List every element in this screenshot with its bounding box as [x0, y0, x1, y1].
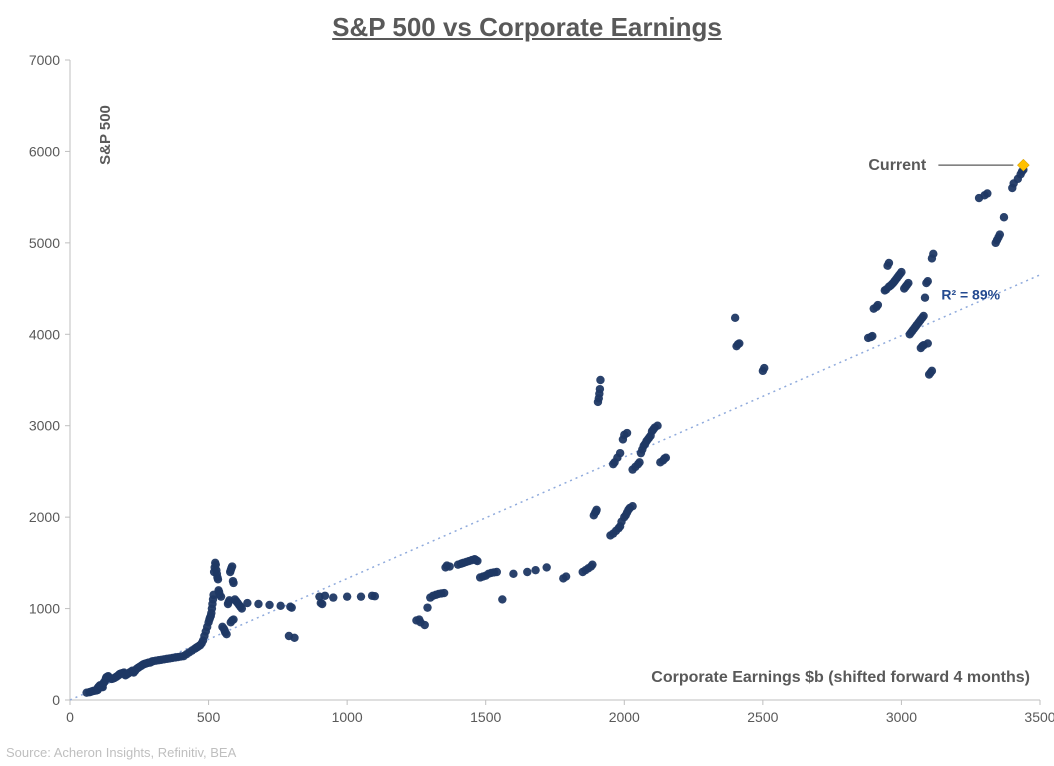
x-tick-label: 2500: [747, 709, 778, 725]
y-axis-label: S&P 500: [97, 105, 114, 165]
current-label: Current: [868, 157, 926, 174]
data-point: [924, 339, 932, 347]
data-point: [254, 600, 262, 608]
data-point: [996, 230, 1004, 238]
y-tick-label: 6000: [29, 143, 60, 159]
data-point: [493, 568, 501, 576]
data-point: [214, 575, 222, 583]
data-point: [288, 603, 296, 611]
data-point: [868, 332, 876, 340]
data-point: [628, 502, 636, 510]
data-point: [929, 250, 937, 258]
data-point: [928, 367, 936, 375]
data-point: [531, 566, 539, 574]
data-point: [596, 376, 604, 384]
data-point: [423, 603, 431, 611]
source-attribution: Source: Acheron Insights, Refinitiv, BEA: [6, 745, 236, 760]
data-point: [983, 189, 991, 197]
data-point: [623, 429, 631, 437]
x-tick-label: 1000: [332, 709, 363, 725]
data-point: [653, 422, 661, 430]
x-tick-label: 3000: [886, 709, 917, 725]
x-tick-label: 500: [197, 709, 221, 725]
y-tick-label: 2000: [29, 509, 60, 525]
data-point: [498, 595, 506, 603]
data-point: [357, 592, 365, 600]
trendline: [70, 275, 1040, 700]
y-tick-label: 3000: [29, 418, 60, 434]
data-point: [318, 600, 326, 608]
data-point: [562, 572, 570, 580]
data-point: [921, 294, 929, 302]
data-point: [523, 568, 531, 576]
data-point: [662, 454, 670, 462]
data-point: [228, 562, 236, 570]
data-point: [635, 458, 643, 466]
data-point: [592, 506, 600, 514]
data-point: [440, 589, 448, 597]
data-point: [445, 562, 453, 570]
data-point: [616, 449, 624, 457]
data-point: [290, 634, 298, 642]
data-point: [371, 592, 379, 600]
x-tick-label: 2000: [609, 709, 640, 725]
data-point: [924, 277, 932, 285]
data-point: [588, 560, 596, 568]
y-tick-label: 4000: [29, 326, 60, 342]
data-point: [217, 592, 225, 600]
data-point: [885, 259, 893, 267]
data-point: [222, 630, 230, 638]
y-tick-label: 0: [52, 692, 60, 708]
data-point: [1000, 213, 1008, 221]
y-tick-label: 5000: [29, 235, 60, 251]
r-squared-label: R² = 89%: [941, 287, 1000, 303]
data-point: [731, 314, 739, 322]
data-point: [229, 579, 237, 587]
data-point: [243, 599, 251, 607]
data-point: [276, 602, 284, 610]
data-point: [904, 279, 912, 287]
x-tick-label: 0: [66, 709, 74, 725]
data-point: [874, 301, 882, 309]
data-point: [421, 621, 429, 629]
data-point: [919, 312, 927, 320]
y-tick-label: 7000: [29, 52, 60, 68]
data-point: [897, 268, 905, 276]
x-axis-label: Corporate Earnings $b (shifted forward 4…: [651, 669, 1030, 686]
scatter-chart: 0 1000 2000 3000 4000 5000 6000 7000 0 500 1000 150…: [0, 0, 1054, 766]
data-point: [596, 385, 604, 393]
data-point: [229, 615, 237, 623]
data-point: [473, 557, 481, 565]
data-point: [265, 601, 273, 609]
data-point: [321, 592, 329, 600]
data-point: [343, 592, 351, 600]
x-tick-label: 1500: [470, 709, 501, 725]
chart-container: { "chart": { "type": "scatter", "title":…: [0, 0, 1054, 766]
data-point: [329, 593, 337, 601]
y-tick-label: 1000: [29, 601, 60, 617]
x-tick-label: 3500: [1024, 709, 1054, 725]
data-point: [735, 339, 743, 347]
data-point: [542, 563, 550, 571]
data-point: [760, 364, 768, 372]
data-point: [509, 570, 517, 578]
